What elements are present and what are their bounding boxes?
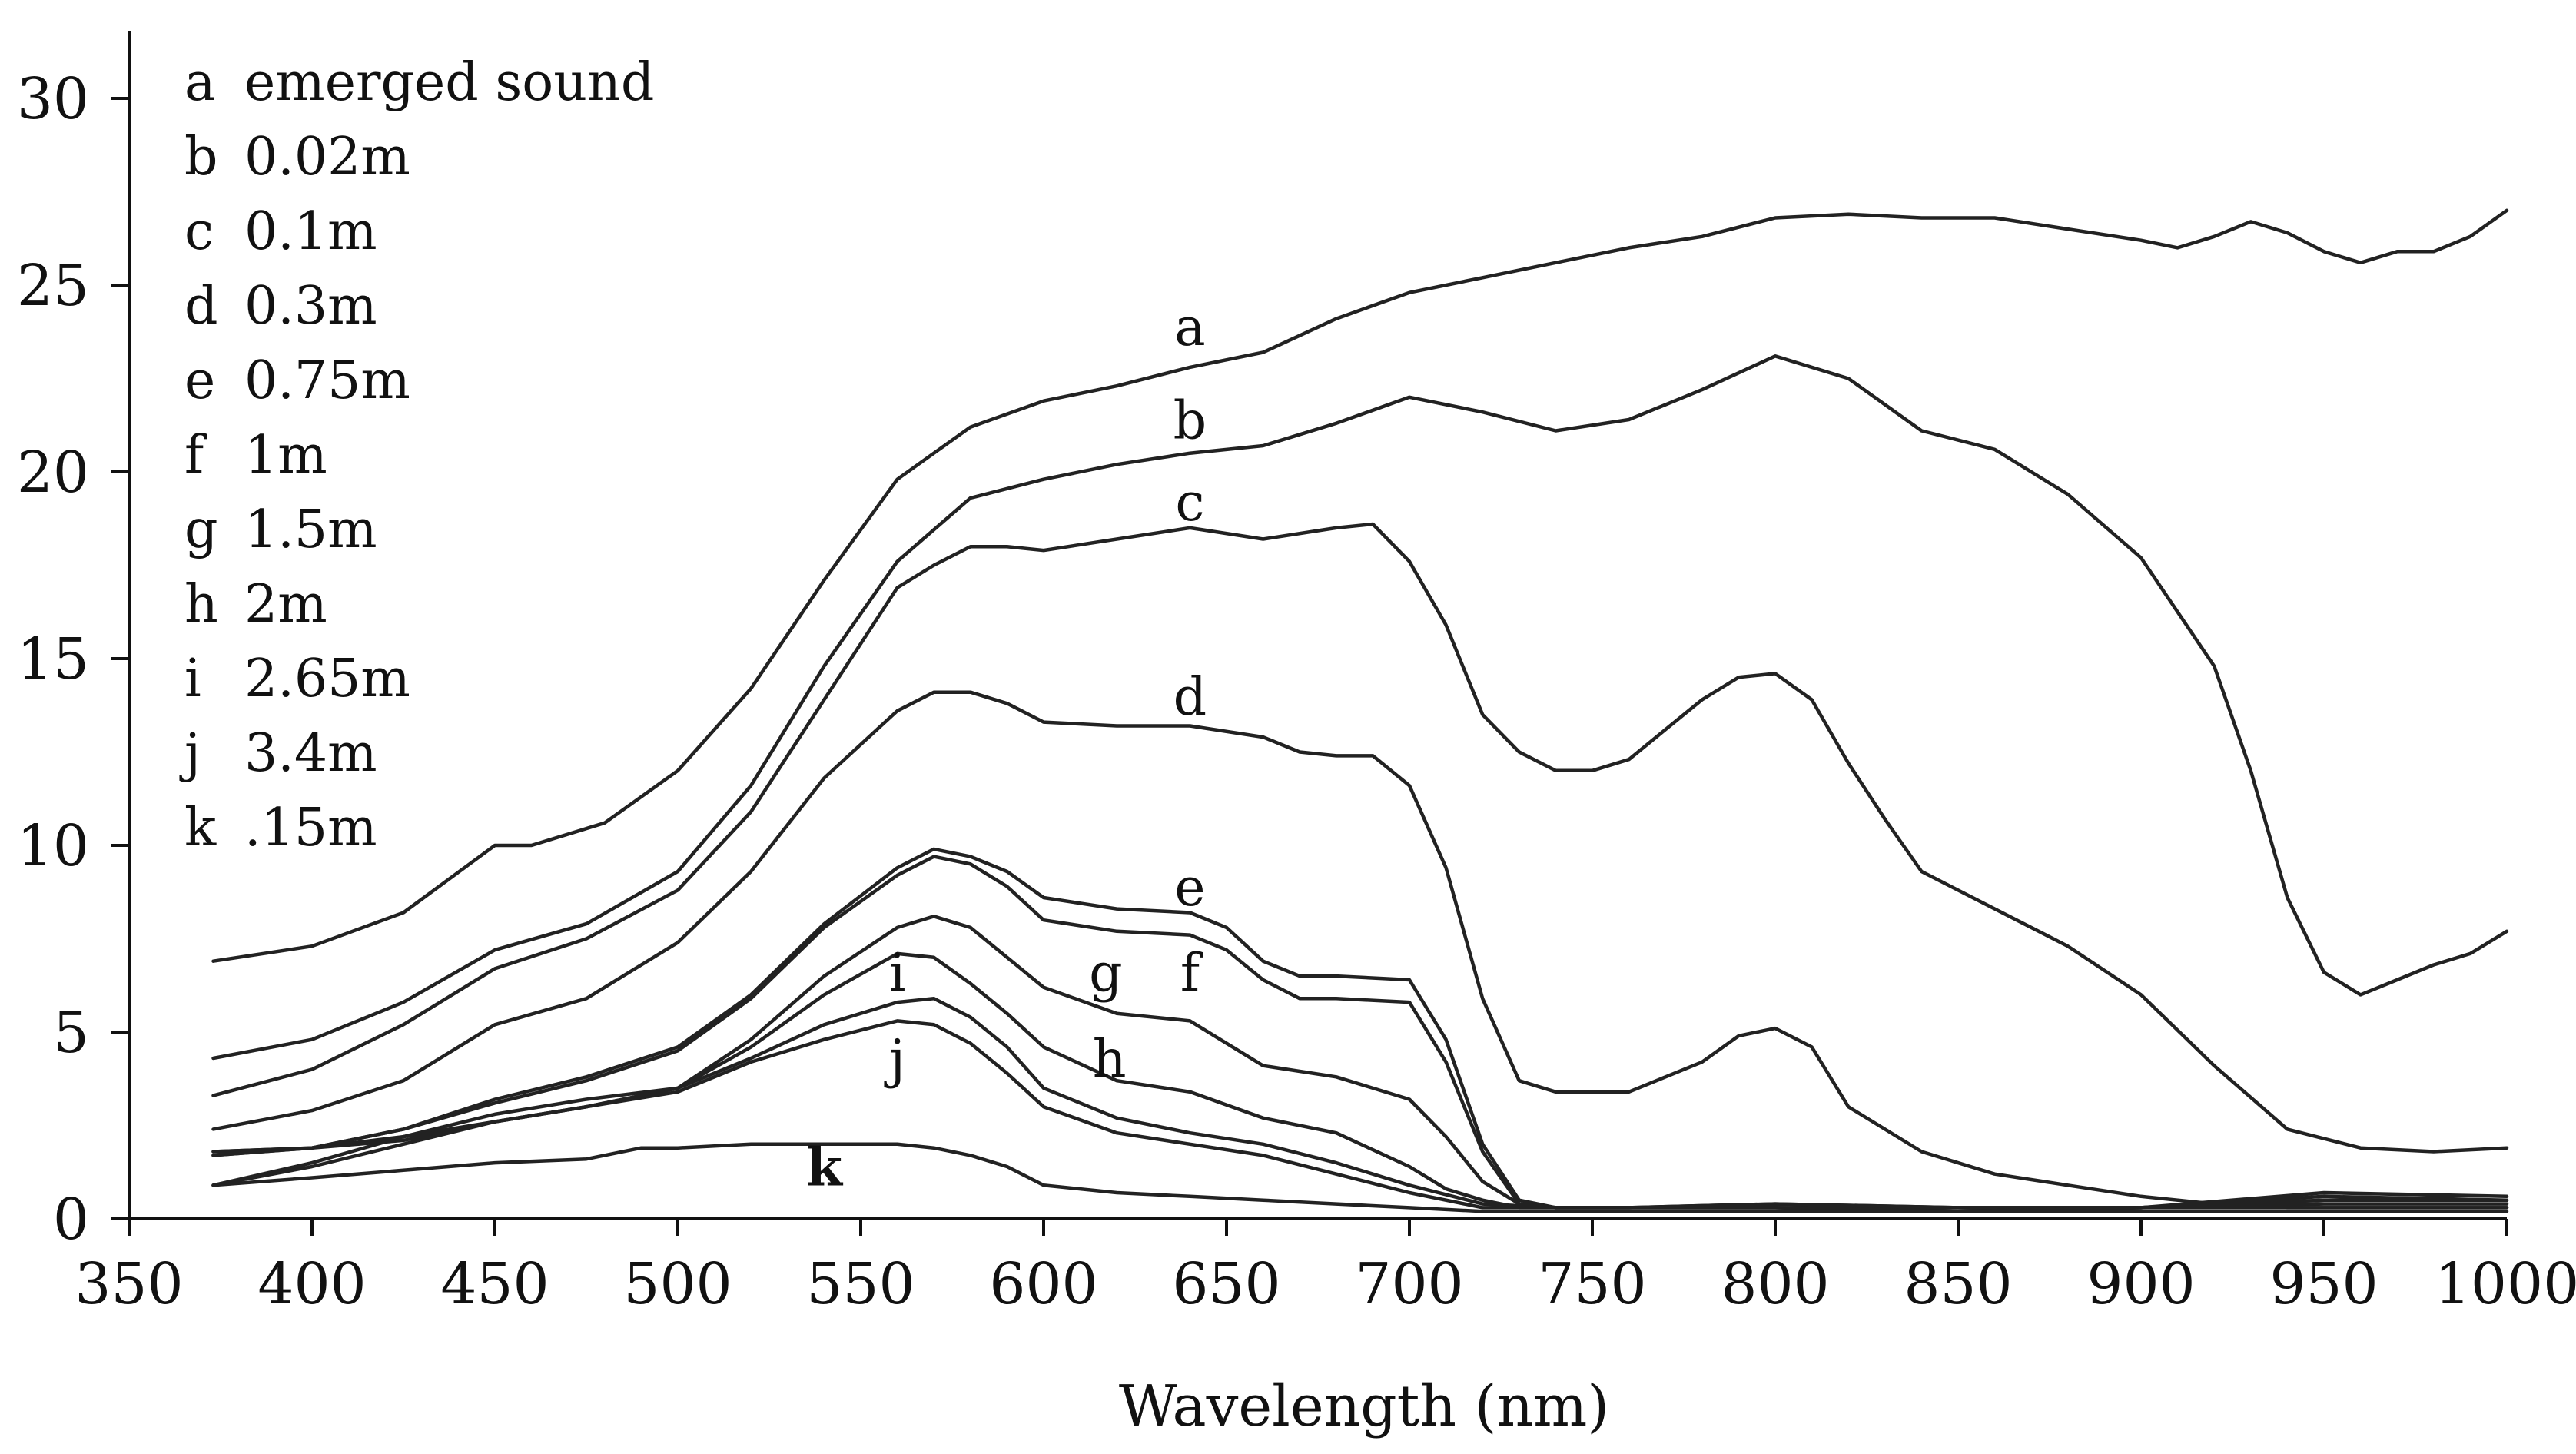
- x-tick-label: 750: [1538, 1251, 1646, 1317]
- curve-label-i: i: [889, 944, 906, 1004]
- x-tick-label: 800: [1721, 1251, 1829, 1317]
- y-tick-label: 0: [53, 1187, 89, 1253]
- x-tick-label: 450: [440, 1251, 549, 1317]
- x-tick-label: 1000: [2435, 1251, 2576, 1317]
- legend-label-e: 0.75m: [244, 350, 410, 411]
- x-tick-label: 850: [1904, 1251, 2012, 1317]
- legend-key-g: g: [184, 500, 218, 560]
- curve-label-b: b: [1173, 390, 1207, 451]
- curve-label-f: f: [1180, 944, 1203, 1004]
- x-tick-label: 700: [1355, 1251, 1463, 1317]
- y-tick-label: 25: [17, 253, 89, 319]
- legend-label-d: 0.3m: [244, 276, 377, 337]
- y-ticks: 0 5 10 15 20 25 30: [17, 66, 129, 1253]
- axes: [128, 31, 2507, 1220]
- legend: a emerged sound b 0.02m c 0.1m d 0.3m e 0.75m f 1m g…: [179, 52, 654, 858]
- x-tick-label: 650: [1172, 1251, 1280, 1317]
- legend-label-f: 1m: [244, 425, 327, 486]
- legend-key-e: e: [184, 350, 215, 411]
- y-tick-label: 30: [17, 66, 89, 132]
- legend-label-a: emerged sound: [244, 52, 654, 113]
- x-ticks: 350 400 450 500 550 600 650 700 750 800 850 900 950 1…: [75, 1219, 2576, 1317]
- legend-key-d: d: [184, 276, 218, 337]
- series-line-b: [211, 354, 2509, 1061]
- legend-key-b: b: [184, 127, 218, 188]
- curve-label-h: h: [1093, 1029, 1127, 1090]
- series-line-d: [211, 690, 2509, 1210]
- curve-label-c: c: [1175, 473, 1204, 533]
- legend-label-k: .15m: [244, 798, 377, 858]
- series-line-a: [211, 208, 2509, 963]
- x-tick-label: 900: [2086, 1251, 2195, 1317]
- legend-key-i: i: [184, 649, 201, 709]
- y-tick-label: 15: [17, 626, 89, 692]
- legend-label-g: 1.5m: [244, 500, 377, 560]
- curve-label-g: g: [1089, 944, 1123, 1004]
- series-line-e: [211, 847, 2509, 1210]
- series-line-c: [211, 522, 2509, 1154]
- x-tick-label: 550: [806, 1251, 915, 1317]
- curve-label-k: k: [806, 1137, 844, 1198]
- legend-label-c: 0.1m: [244, 201, 377, 262]
- legend-key-c: c: [184, 201, 214, 262]
- curve-label-a: a: [1174, 297, 1206, 358]
- legend-label-j: 3.4m: [244, 723, 377, 784]
- y-tick-label: 10: [17, 813, 89, 879]
- curve-label-j: j: [884, 1029, 905, 1090]
- legend-label-h: 2m: [244, 574, 327, 635]
- x-tick-label: 500: [623, 1251, 732, 1317]
- x-tick-label: 600: [989, 1251, 1097, 1317]
- legend-key-h: h: [184, 574, 218, 635]
- y-tick-label: 5: [53, 1000, 89, 1066]
- legend-key-a: a: [184, 52, 216, 113]
- legend-label-b: 0.02m: [244, 127, 410, 188]
- legend-key-f: f: [184, 425, 207, 486]
- legend-label-i: 2.65m: [244, 649, 410, 709]
- series-line-j: [211, 1019, 2509, 1213]
- curve-label-d: d: [1173, 667, 1207, 728]
- y-tick-label: 20: [17, 440, 89, 506]
- x-tick-label: 400: [257, 1251, 366, 1317]
- curve-label-e: e: [1174, 858, 1205, 918]
- series-line-f: [211, 855, 2509, 1210]
- x-axis-title: Wavelength (nm): [1119, 1373, 1609, 1439]
- legend-key-k: k: [184, 798, 217, 858]
- x-tick-label: 950: [2269, 1251, 2378, 1317]
- series-lines: [211, 208, 2509, 1213]
- x-tick-label: 350: [75, 1251, 183, 1317]
- series-line-g: [211, 915, 2509, 1210]
- legend-key-j: j: [179, 723, 201, 784]
- series-line-k: [211, 1142, 2509, 1213]
